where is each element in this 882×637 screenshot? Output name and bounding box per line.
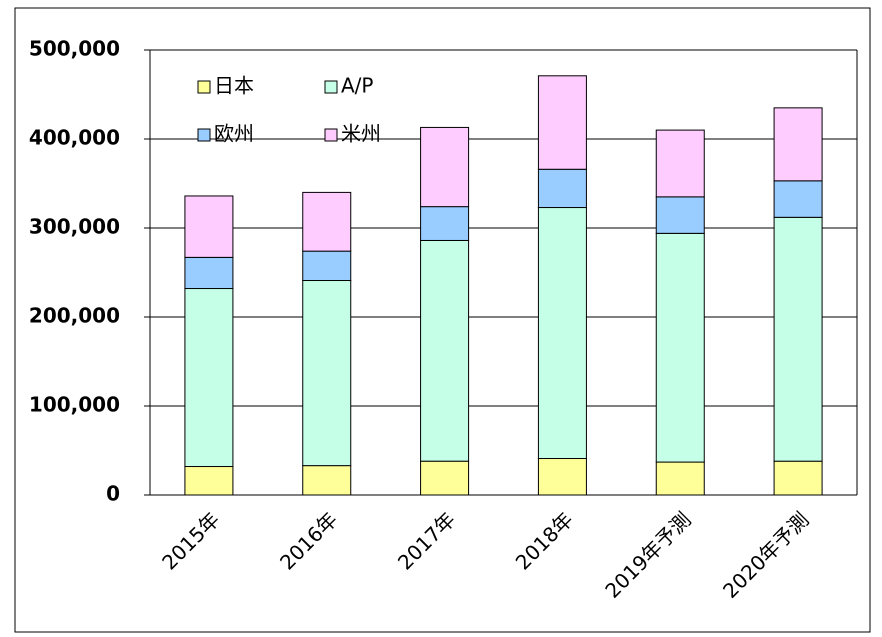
bar-segment — [773, 180, 823, 218]
bar-segment — [184, 466, 234, 496]
legend-label: 日本 — [214, 74, 254, 98]
bar-segment — [184, 288, 234, 468]
bar-segment — [655, 461, 705, 496]
y-tick-label: 0 — [106, 482, 120, 506]
bar-segment — [537, 458, 587, 496]
y-tick-label: 500,000 — [29, 37, 120, 61]
bar-segment — [773, 107, 823, 182]
bar-segment — [773, 460, 823, 496]
bar-segment — [420, 126, 470, 208]
y-tick-label: 200,000 — [29, 304, 120, 328]
bar-segment — [302, 465, 352, 496]
bar-segment — [184, 256, 234, 290]
bar-segment — [302, 250, 352, 282]
legend-label: A/P — [341, 74, 373, 98]
bar-segment — [537, 75, 587, 170]
bar-segment — [655, 196, 705, 234]
legend-swatch — [197, 128, 211, 142]
legend-swatch — [197, 80, 211, 94]
bar-segment — [537, 168, 587, 209]
legend-label: 米州 — [341, 122, 381, 146]
bar-segment — [773, 216, 823, 462]
bar-segment — [537, 207, 587, 460]
bar-segment — [302, 191, 352, 252]
y-tick-label: 300,000 — [29, 215, 120, 239]
legend-label: 欧州 — [214, 122, 254, 146]
bar-segment — [420, 460, 470, 496]
bar-segment — [420, 239, 470, 462]
bar-segment — [420, 206, 470, 241]
y-tick-label: 100,000 — [29, 393, 120, 417]
bar-segment — [302, 280, 352, 467]
bar-segment — [184, 195, 234, 258]
bar-segment — [655, 129, 705, 198]
legend-swatch — [324, 128, 338, 142]
bar-segment — [655, 232, 705, 463]
y-tick-label: 400,000 — [29, 126, 120, 150]
legend-swatch — [324, 80, 338, 94]
